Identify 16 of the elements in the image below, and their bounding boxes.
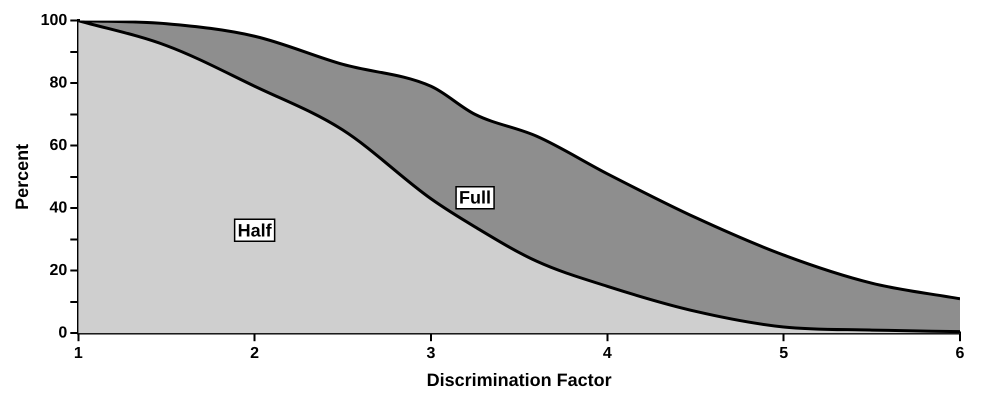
x-tick-label: 3 [426, 345, 436, 362]
x-tick-label: 4 [602, 345, 612, 362]
series-label: Half [238, 220, 273, 240]
y-tick-label: 40 [50, 200, 68, 217]
x-axis-title: Discrimination Factor [426, 370, 612, 390]
y-tick-label: 80 [50, 74, 68, 92]
x-tick-label: 6 [956, 345, 965, 362]
x-tick-label: 5 [779, 345, 788, 362]
y-tick-label: 0 [58, 324, 68, 342]
series-label: Full [459, 188, 492, 208]
y-axis-title: Percent [12, 144, 32, 210]
x-tick-label: 1 [74, 345, 83, 362]
x-tick-label: 2 [250, 345, 260, 362]
y-tick-label: 100 [40, 12, 68, 30]
y-tick-label: 60 [50, 137, 68, 154]
y-tick-label: 20 [50, 262, 68, 280]
